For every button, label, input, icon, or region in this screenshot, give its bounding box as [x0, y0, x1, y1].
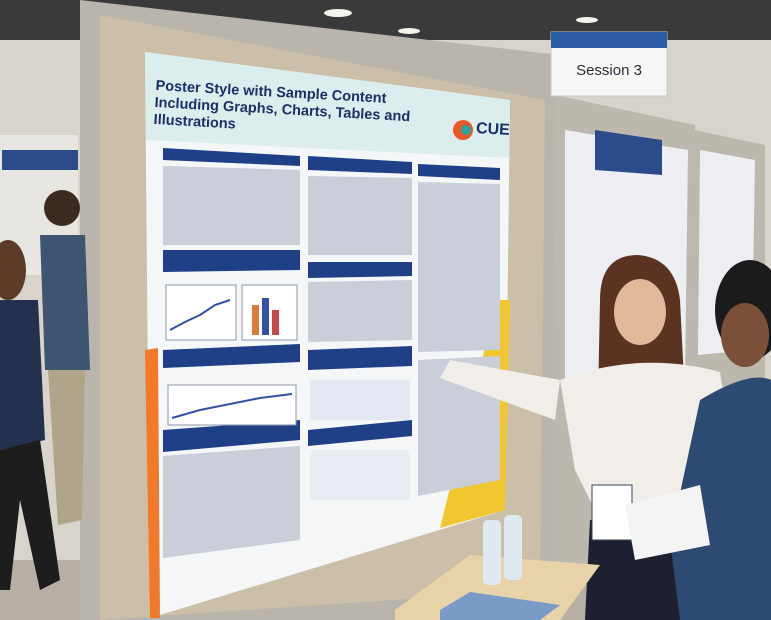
- visitor: [625, 260, 771, 620]
- ceiling-light: [398, 28, 420, 34]
- notepad: [625, 485, 710, 560]
- water-bottle: [483, 520, 501, 585]
- poster-title-band: [145, 52, 510, 158]
- right-poster-header: [595, 130, 662, 175]
- session-sign-text: Session 3: [576, 62, 642, 79]
- logo-mark-inner: [461, 125, 471, 135]
- ceiling-light: [324, 9, 352, 17]
- poster-section-headers: [163, 148, 500, 452]
- background-poster-header: [2, 150, 78, 170]
- ceiling-light: [576, 17, 598, 23]
- poster-charts: [165, 284, 410, 500]
- person-left: [0, 240, 60, 590]
- poster-logo: CUE: [475, 120, 511, 139]
- poster-orange-stripe: [145, 348, 160, 618]
- water-bottle: [504, 515, 522, 580]
- person-background: [40, 190, 90, 525]
- session-sign-header: [551, 32, 667, 48]
- name-badge: [591, 484, 633, 541]
- brochure: [440, 592, 560, 620]
- poster-text-blocks: [163, 166, 500, 558]
